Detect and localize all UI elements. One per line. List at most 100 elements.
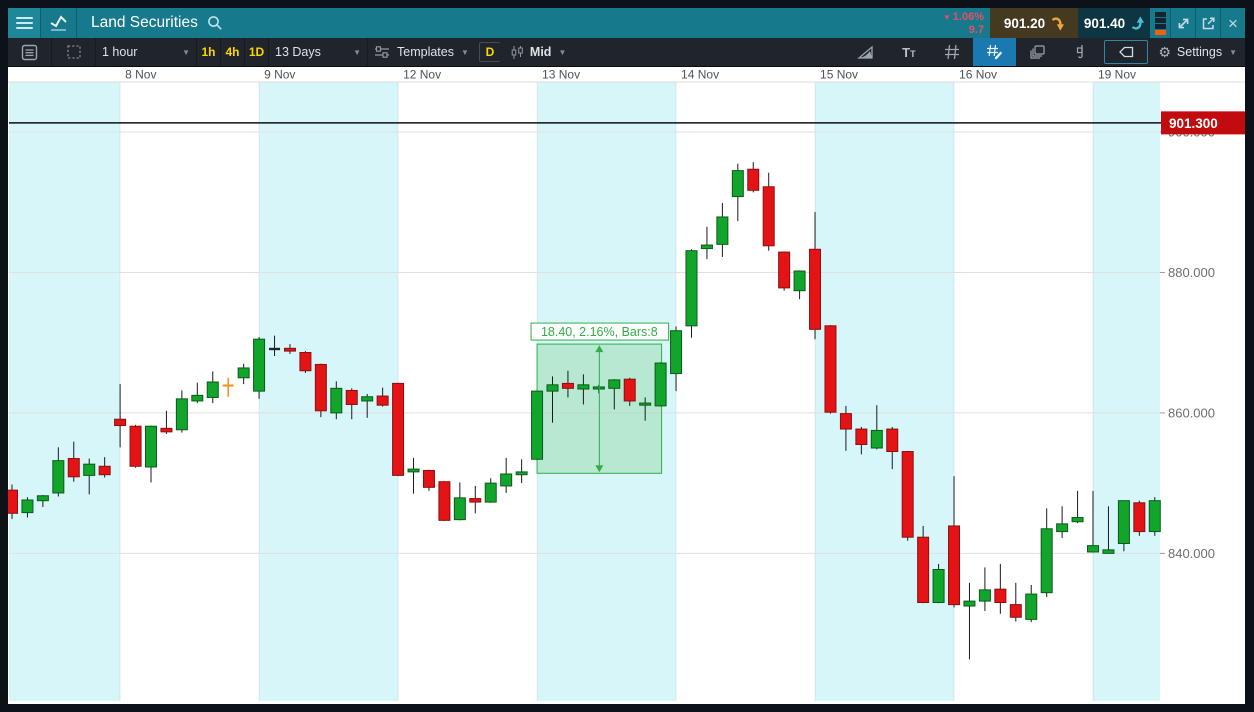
sell-price-button[interactable]: 901.20 [990,8,1078,38]
search-icon[interactable] [207,15,223,31]
candle[interactable] [1133,500,1146,536]
candle[interactable] [114,384,127,448]
candle[interactable] [1102,506,1115,554]
grid-layout-button[interactable] [52,38,96,66]
candle[interactable] [685,249,698,338]
main-menu-button[interactable] [8,8,41,38]
buy-price-button[interactable]: 901.40 [1078,8,1150,38]
candle[interactable] [546,376,559,423]
interval-dropdown[interactable]: 1 hour ▼ [96,38,197,66]
candle[interactable] [376,387,389,407]
candle[interactable] [222,377,234,397]
interval-1d-button[interactable]: 1D [245,38,269,66]
candle[interactable] [67,441,80,482]
candle[interactable] [269,335,281,357]
candle[interactable] [824,325,837,414]
candle[interactable] [144,425,157,483]
candle[interactable] [299,351,312,373]
candle[interactable] [994,563,1007,614]
trend-draw-tool-button[interactable] [844,38,887,66]
candle[interactable] [407,457,420,494]
candle[interactable] [83,458,96,495]
settings-button[interactable]: ⚙ Settings ▼ [1150,38,1245,66]
candle[interactable] [469,485,482,514]
candle[interactable] [917,525,930,604]
pin-tool-button[interactable] [1059,38,1102,66]
candle[interactable] [237,363,250,385]
grid-toggle-button[interactable] [930,38,973,66]
candle[interactable] [855,426,868,455]
candle[interactable] [283,344,296,354]
text-tool-button[interactable]: TT [887,38,930,66]
close-window-button[interactable]: × [1220,8,1245,38]
interval-1h-button[interactable]: 1h [197,38,221,66]
candle[interactable] [52,447,65,497]
candle[interactable] [1009,582,1022,622]
candle[interactable] [1056,506,1069,538]
expand-window-button[interactable] [1170,8,1195,38]
candle[interactable] [36,495,49,508]
candle[interactable] [901,450,914,541]
measurement-label[interactable]: 18.40, 2.16%, Bars:8 [530,322,670,341]
candle[interactable] [314,363,327,418]
candle[interactable] [422,469,435,491]
candle[interactable] [160,410,173,434]
interval-4h-button[interactable]: 4h [221,38,245,66]
candle[interactable] [1040,508,1053,597]
candle[interactable] [654,362,667,407]
candle[interactable] [500,457,513,493]
candle[interactable] [531,390,544,460]
candle[interactable] [577,374,590,405]
candle[interactable] [716,202,729,258]
candle[interactable] [839,405,852,451]
candle[interactable] [438,481,451,522]
candle[interactable] [809,212,822,340]
grid-edit-tool-button[interactable] [973,38,1017,66]
candle[interactable] [639,397,652,421]
candle[interactable] [206,371,219,404]
chart-type-button[interactable] [41,8,77,38]
candle[interactable] [8,484,18,519]
range-dropdown[interactable]: 13 Days ▼ [269,38,368,66]
candle[interactable] [453,482,466,521]
candle[interactable] [670,326,683,392]
candle[interactable] [1087,490,1100,553]
candle[interactable] [1071,490,1084,524]
candle[interactable] [870,405,883,450]
candle[interactable] [1148,497,1161,536]
candle[interactable] [963,582,976,660]
candle[interactable] [515,459,528,484]
candle[interactable] [778,251,791,291]
candle[interactable] [978,567,991,611]
candle[interactable] [253,337,266,399]
candle[interactable] [948,476,961,608]
candle[interactable] [762,172,775,251]
candle[interactable] [886,426,899,470]
layout-switcher-button[interactable] [1150,8,1170,38]
templates-button[interactable]: Templates ▼ [368,38,475,66]
layers-button[interactable] [1016,38,1059,66]
candle[interactable] [330,381,343,420]
candle[interactable] [793,270,806,300]
daily-toggle-button[interactable]: D [478,42,500,62]
chart-list-button[interactable] [8,38,52,66]
candle[interactable] [392,382,405,477]
candle[interactable] [98,457,111,478]
candle[interactable] [731,163,744,222]
candle[interactable] [623,377,636,406]
candle[interactable] [700,226,713,260]
candle[interactable] [747,162,760,193]
candle[interactable] [1117,500,1130,552]
candle[interactable] [129,424,142,468]
candle[interactable] [561,370,574,398]
popout-window-button[interactable] [1195,8,1220,38]
candle[interactable] [484,478,497,503]
candle[interactable] [361,393,374,418]
eraser-tool-button[interactable] [1104,40,1149,64]
candle[interactable] [191,382,204,404]
candle[interactable] [345,388,358,420]
candle[interactable] [175,390,188,433]
chart-area[interactable]: 8 Nov 9 Nov 12 Nov 13 Nov 14 Nov 15 Nov 16 Nov… [8,67,1245,704]
candle[interactable] [1025,584,1038,623]
candlestick-chart[interactable]: 8 Nov 9 Nov 12 Nov 13 Nov 14 Nov 15 Nov 16 Nov… [8,67,1245,704]
